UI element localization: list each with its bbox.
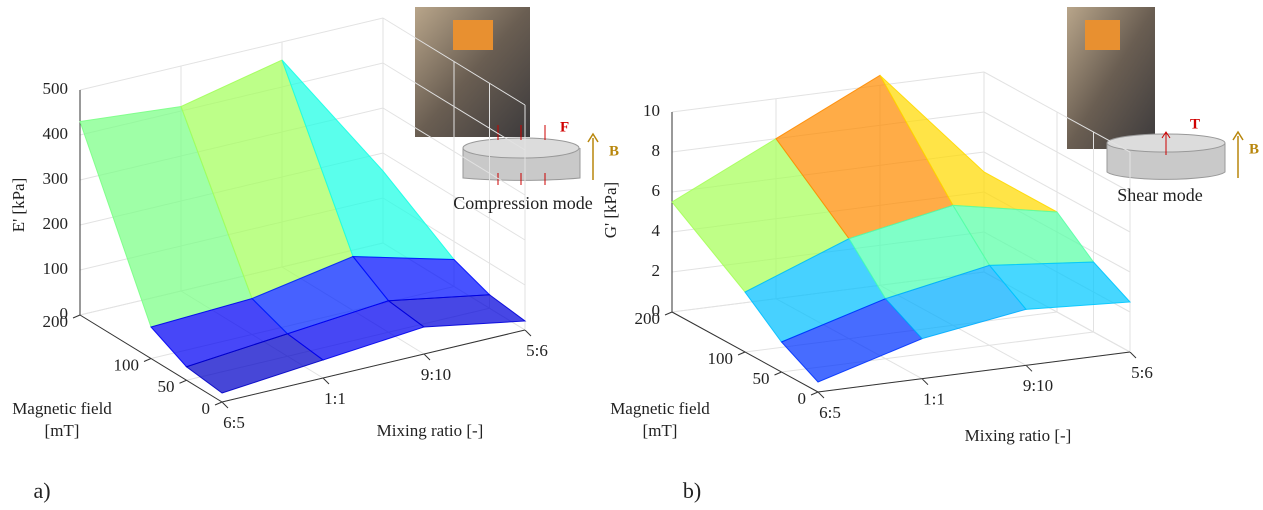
grid-line bbox=[671, 71, 985, 113]
device bbox=[1085, 20, 1120, 50]
annotation: Compression mode bbox=[453, 193, 593, 213]
annotation: Shear mode bbox=[1117, 185, 1202, 205]
tick bbox=[774, 371, 782, 376]
y-tick-label: 0 bbox=[202, 399, 211, 418]
x-tick-label: 5:6 bbox=[1131, 363, 1153, 382]
field-arrow bbox=[1232, 130, 1244, 178]
z-tick-label: 8 bbox=[652, 141, 661, 160]
surface-chart: 0 100 200 300 400 500 6:5 1:1 9:10 5:6 0 50 100 200 E'… bbox=[9, 17, 619, 503]
tick bbox=[1025, 364, 1033, 372]
surface-patch bbox=[387, 294, 527, 328]
z-tick-label: 400 bbox=[43, 124, 69, 143]
tick bbox=[810, 391, 819, 396]
y-axis-label: [mT] bbox=[643, 421, 678, 440]
device bbox=[453, 20, 493, 50]
tick bbox=[221, 401, 229, 409]
z-axis-label: E' [kPa] bbox=[9, 178, 28, 233]
panel-label: b) bbox=[683, 478, 701, 503]
x-tick-label: 6:5 bbox=[223, 413, 245, 432]
y-tick-label: 200 bbox=[43, 312, 69, 331]
y-axis-label: Magnetic field bbox=[610, 399, 710, 418]
z-tick-label: 0 bbox=[652, 301, 661, 320]
z-tick-label: 100 bbox=[43, 259, 69, 278]
tick bbox=[322, 377, 330, 385]
y-axis-label: [mT] bbox=[45, 421, 80, 440]
tick bbox=[143, 358, 152, 362]
tick bbox=[423, 353, 431, 361]
x-axis-label: Mixing ratio [-] bbox=[377, 421, 484, 440]
x-tick-label: 9:10 bbox=[1023, 376, 1053, 395]
tick bbox=[179, 379, 187, 384]
z-tick-label: 2 bbox=[652, 261, 661, 280]
inset-a bbox=[415, 7, 599, 185]
annotation: F bbox=[560, 119, 569, 135]
tick bbox=[664, 311, 673, 316]
surface-patch bbox=[988, 261, 1132, 310]
x-tick-label: 1:1 bbox=[923, 390, 945, 409]
y-tick-label: 50 bbox=[753, 369, 770, 388]
y-tick-label: 200 bbox=[635, 309, 661, 328]
x-axis bbox=[817, 351, 1131, 393]
x-axis-label: Mixing ratio [-] bbox=[965, 426, 1072, 445]
x-axis bbox=[221, 329, 526, 403]
x-tick-label: 1:1 bbox=[324, 389, 346, 408]
tick bbox=[817, 391, 825, 399]
y-axis bbox=[79, 314, 223, 403]
z-tick-label: 500 bbox=[43, 79, 69, 98]
tick bbox=[921, 378, 929, 386]
inset-b bbox=[1067, 7, 1244, 180]
sample bbox=[1106, 143, 1226, 180]
grid-line bbox=[79, 17, 384, 91]
tick bbox=[524, 329, 532, 337]
y-axis bbox=[671, 311, 819, 393]
z-tick-label: 200 bbox=[43, 214, 69, 233]
annotation: B bbox=[1249, 141, 1259, 157]
annotation: T bbox=[1190, 116, 1200, 132]
z-tick-label: 0 bbox=[60, 304, 69, 323]
annotation: B bbox=[609, 143, 619, 159]
surface-chart: 0 2 4 6 8 10 6:5 1:1 9:10 5:6 0 50 100 200 G' [kPa] Mix… bbox=[601, 71, 1259, 503]
tick bbox=[1129, 351, 1137, 359]
x-tick-label: 5:6 bbox=[526, 341, 548, 360]
x-tick-label: 9:10 bbox=[421, 365, 451, 384]
x-tick-label: 6:5 bbox=[819, 403, 841, 422]
tick bbox=[737, 351, 746, 356]
tick bbox=[72, 314, 81, 319]
z-tick-label: 6 bbox=[652, 181, 661, 200]
y-tick-label: 50 bbox=[158, 377, 175, 396]
torque-arrow bbox=[1161, 131, 1171, 155]
y-tick-label: 100 bbox=[114, 355, 140, 374]
panel-label: a) bbox=[33, 478, 50, 503]
z-axis-label: G' [kPa] bbox=[601, 182, 620, 238]
y-axis-label: Magnetic field bbox=[12, 399, 112, 418]
z-tick-label: 300 bbox=[43, 169, 69, 188]
y-tick-label: 100 bbox=[708, 349, 734, 368]
y-tick-label: 0 bbox=[798, 389, 807, 408]
tick bbox=[214, 401, 223, 406]
z-tick-label: 4 bbox=[652, 221, 661, 240]
field-arrow bbox=[587, 132, 599, 180]
z-tick-label: 10 bbox=[643, 101, 660, 120]
